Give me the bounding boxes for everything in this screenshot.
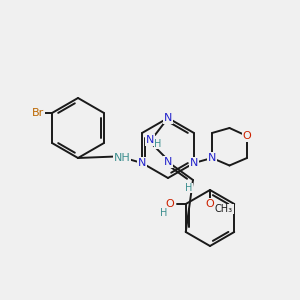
Text: N: N: [146, 135, 154, 145]
Text: CH₃: CH₃: [215, 204, 233, 214]
Text: H: H: [185, 183, 193, 193]
Text: NH: NH: [114, 153, 130, 163]
Text: O: O: [243, 131, 251, 141]
Text: N: N: [208, 153, 216, 163]
Text: Br: Br: [32, 108, 44, 118]
Text: H: H: [154, 139, 162, 149]
Text: O: O: [165, 199, 174, 209]
Text: N: N: [164, 157, 172, 167]
Text: O: O: [206, 199, 214, 209]
Text: N: N: [138, 158, 146, 168]
Text: N: N: [190, 158, 198, 168]
Text: H: H: [160, 208, 167, 218]
Text: N: N: [164, 113, 172, 123]
